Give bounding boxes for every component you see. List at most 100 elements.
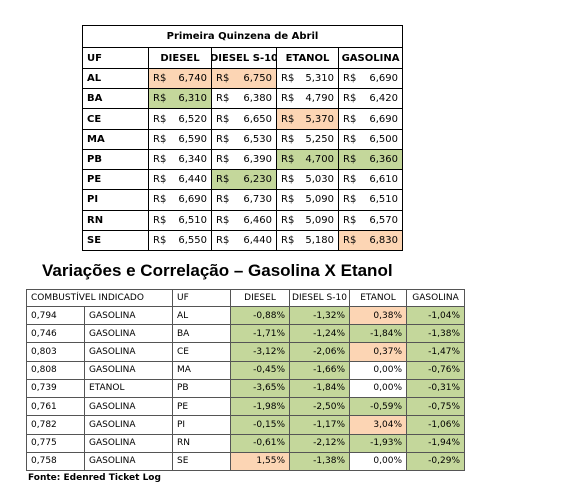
- price: 6,550: [178, 234, 207, 246]
- price: 6,230: [243, 174, 272, 186]
- currency: R$: [153, 113, 167, 125]
- currency: R$: [153, 194, 167, 206]
- price: 6,360: [369, 153, 398, 165]
- variation-cell: -0,59%: [349, 397, 407, 417]
- price: 6,690: [369, 113, 398, 125]
- row-label: RN: [82, 209, 149, 231]
- price-cell: R$ 6,690: [148, 189, 212, 211]
- currency: R$: [343, 214, 357, 226]
- price-cell: R$ 5,030: [276, 169, 339, 191]
- price: 5,250: [305, 133, 334, 145]
- header-cell: UF: [82, 47, 149, 69]
- row-label: SE: [82, 229, 149, 251]
- variation-cell: 0,00%: [349, 451, 407, 471]
- price-cell: R$ 6,510: [148, 209, 212, 231]
- variation-cell: -1,06%: [406, 415, 465, 435]
- currency: R$: [216, 113, 230, 125]
- price-cell: R$ 6,500: [338, 128, 403, 150]
- header-cell: ETANOL: [349, 289, 407, 307]
- row-label: AL: [82, 68, 149, 90]
- text-cell: GASOLINA: [84, 306, 173, 326]
- header-cell: DIESEL: [230, 289, 290, 307]
- price-cell: R$ 6,650: [211, 108, 277, 130]
- variation-cell: -1,47%: [406, 342, 465, 362]
- price: 6,570: [369, 214, 398, 226]
- currency: R$: [281, 153, 295, 165]
- price-cell: R$ 6,730: [211, 189, 277, 211]
- currency: R$: [153, 174, 167, 186]
- price: 5,090: [305, 214, 334, 226]
- price-cell: R$ 5,090: [276, 209, 339, 231]
- header-cell: DIESEL S-10: [211, 47, 277, 69]
- currency: R$: [153, 214, 167, 226]
- currency: R$: [343, 194, 357, 206]
- price: 5,180: [305, 234, 334, 246]
- price: 6,650: [243, 113, 272, 125]
- row-label: PI: [82, 189, 149, 211]
- variation-cell: -0,61%: [230, 433, 290, 453]
- variation-cell: 0,38%: [349, 306, 407, 326]
- text-cell: BA: [172, 324, 231, 344]
- price-cell: R$ 5,090: [276, 189, 339, 211]
- variation-cell: -2,06%: [289, 342, 350, 362]
- text-cell: 0,803: [26, 342, 85, 362]
- price: 6,510: [369, 194, 398, 206]
- row-label: CE: [82, 108, 149, 130]
- row-label: MA: [82, 128, 149, 150]
- text-cell: 0,808: [26, 360, 85, 380]
- price: 6,390: [243, 153, 272, 165]
- price-cell: R$ 6,570: [338, 209, 403, 231]
- price: 6,690: [369, 73, 398, 85]
- header-cell: DIESEL S-10: [289, 289, 350, 307]
- price-cell: R$ 6,440: [211, 229, 277, 251]
- variation-cell: -2,12%: [289, 433, 350, 453]
- price-cell: R$ 6,740: [148, 68, 212, 90]
- price: 6,510: [178, 214, 207, 226]
- price-cell: R$ 6,830: [338, 229, 403, 251]
- price-cell: R$ 6,460: [211, 209, 277, 231]
- price: 6,520: [178, 113, 207, 125]
- variation-cell: -1,94%: [406, 433, 465, 453]
- currency: R$: [281, 214, 295, 226]
- price: 6,440: [178, 174, 207, 186]
- price: 6,690: [178, 194, 207, 206]
- variation-cell: -1,71%: [230, 324, 290, 344]
- price: 5,310: [305, 73, 334, 85]
- variation-cell: 0,00%: [349, 360, 407, 380]
- price: 6,310: [178, 93, 207, 105]
- currency: R$: [216, 133, 230, 145]
- text-cell: GASOLINA: [84, 433, 173, 453]
- header-cell: DIESEL: [148, 47, 212, 69]
- currency: R$: [343, 93, 357, 105]
- currency: R$: [153, 234, 167, 246]
- variation-cell: 3,04%: [349, 415, 407, 435]
- currency: R$: [153, 133, 167, 145]
- currency: R$: [281, 113, 295, 125]
- variation-cell: -0,15%: [230, 415, 290, 435]
- variation-cell: -1,93%: [349, 433, 407, 453]
- variation-cell: -2,50%: [289, 397, 350, 417]
- currency: R$: [281, 73, 295, 85]
- price-cell: R$ 6,750: [211, 68, 277, 90]
- text-cell: GASOLINA: [84, 324, 173, 344]
- currency: R$: [216, 214, 230, 226]
- price-cell: R$ 6,390: [211, 148, 277, 171]
- price: 5,370: [305, 113, 334, 125]
- price: 6,750: [243, 73, 272, 85]
- price: 6,730: [243, 194, 272, 206]
- currency: R$: [281, 133, 295, 145]
- text-cell: GASOLINA: [84, 397, 173, 417]
- currency: R$: [153, 73, 167, 85]
- text-cell: SE: [172, 451, 231, 471]
- source: Fonte: Edenred Ticket Log: [28, 473, 161, 483]
- currency: R$: [281, 234, 295, 246]
- variation-cell: -1,32%: [289, 306, 350, 326]
- text-cell: 0,761: [26, 397, 85, 417]
- variation-cell: 0,00%: [349, 378, 407, 399]
- price-cell: R$ 6,310: [148, 88, 212, 110]
- currency: R$: [281, 174, 295, 186]
- price-cell: R$ 6,690: [338, 68, 403, 90]
- price-cell: R$ 6,440: [148, 169, 212, 191]
- price-cell: R$ 6,380: [211, 88, 277, 110]
